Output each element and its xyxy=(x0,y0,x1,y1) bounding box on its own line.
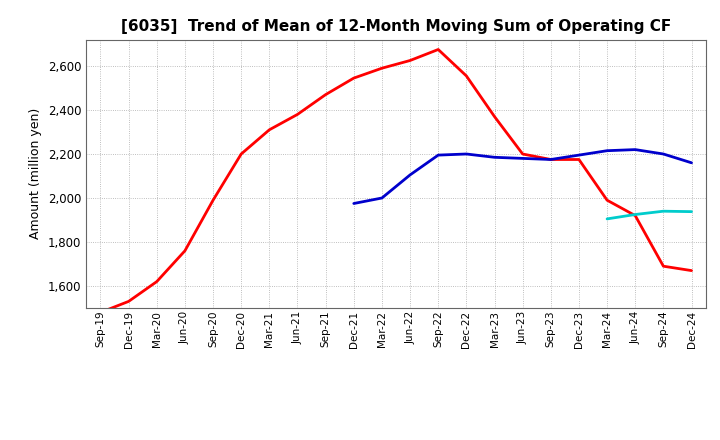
3 Years xyxy=(153,279,161,284)
7 Years xyxy=(659,209,667,214)
3 Years xyxy=(659,264,667,269)
7 Years xyxy=(631,212,639,217)
3 Years xyxy=(125,299,133,304)
3 Years xyxy=(265,127,274,132)
Line: 3 Years: 3 Years xyxy=(101,49,691,312)
3 Years xyxy=(349,75,358,81)
5 Years xyxy=(603,148,611,153)
3 Years xyxy=(434,47,443,52)
5 Years xyxy=(462,151,471,157)
Title: [6035]  Trend of Mean of 12-Month Moving Sum of Operating CF: [6035] Trend of Mean of 12-Month Moving … xyxy=(121,19,671,34)
Line: 5 Years: 5 Years xyxy=(354,150,691,203)
3 Years xyxy=(181,248,189,253)
3 Years xyxy=(321,92,330,97)
5 Years xyxy=(687,160,696,165)
3 Years xyxy=(518,151,527,157)
5 Years xyxy=(659,151,667,157)
5 Years xyxy=(406,172,415,177)
3 Years xyxy=(462,73,471,78)
3 Years xyxy=(293,112,302,117)
Y-axis label: Amount (million yen): Amount (million yen) xyxy=(30,108,42,239)
5 Years xyxy=(377,195,386,201)
5 Years xyxy=(546,157,555,162)
3 Years xyxy=(631,213,639,218)
3 Years xyxy=(546,157,555,162)
3 Years xyxy=(406,58,415,63)
3 Years xyxy=(96,310,105,315)
5 Years xyxy=(575,152,583,158)
7 Years xyxy=(687,209,696,214)
Line: 7 Years: 7 Years xyxy=(607,211,691,219)
5 Years xyxy=(349,201,358,206)
3 Years xyxy=(237,151,246,157)
3 Years xyxy=(687,268,696,273)
5 Years xyxy=(490,154,499,160)
3 Years xyxy=(603,198,611,203)
7 Years xyxy=(603,216,611,221)
5 Years xyxy=(631,147,639,152)
3 Years xyxy=(575,157,583,162)
5 Years xyxy=(434,152,443,158)
3 Years xyxy=(209,198,217,203)
5 Years xyxy=(518,156,527,161)
3 Years xyxy=(490,114,499,119)
3 Years xyxy=(377,66,386,71)
